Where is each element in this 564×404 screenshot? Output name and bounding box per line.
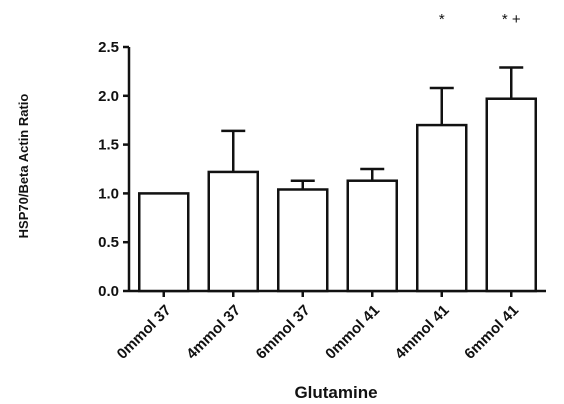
x-tick-label: 6mmol 37 bbox=[253, 302, 314, 363]
x-axis-title: Glutamine bbox=[294, 383, 377, 402]
x-tick-label: 0mmol 41 bbox=[322, 302, 383, 363]
y-tick-label: 2.5 bbox=[98, 39, 119, 56]
bar bbox=[138, 192, 190, 293]
significance-marker: * + bbox=[502, 11, 521, 28]
y-tick-label: 1.5 bbox=[98, 137, 119, 154]
y-axis-title: HSP70/Beta Actin Ratio bbox=[16, 94, 31, 239]
y-tick-label: 1.0 bbox=[98, 185, 119, 202]
y-tick-label: 2.0 bbox=[98, 88, 119, 105]
x-tick-label: 0mmol 37 bbox=[114, 302, 175, 363]
y-tick-label: 0.0 bbox=[98, 283, 119, 300]
bar bbox=[277, 188, 329, 293]
significance-marker: * bbox=[439, 11, 445, 28]
bar bbox=[416, 123, 468, 293]
bar bbox=[207, 170, 259, 293]
x-tick-label: 4mmol 37 bbox=[183, 302, 244, 363]
x-tick-label: 4mmol 41 bbox=[392, 302, 453, 363]
bar bbox=[485, 97, 537, 293]
y-tick-label: 0.5 bbox=[98, 234, 119, 251]
bar bbox=[346, 179, 398, 293]
x-tick-label: 6mmol 41 bbox=[461, 302, 522, 363]
